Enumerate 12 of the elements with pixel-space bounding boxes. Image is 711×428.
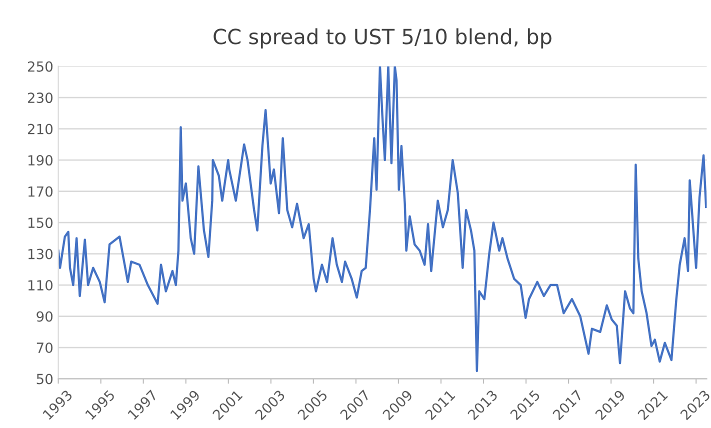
y-tick-label: 190 — [28, 155, 53, 166]
y-tick-label: 210 — [28, 124, 53, 134]
chart-title: CC spread to UST 5/10 blend, bp — [214, 28, 552, 48]
y-tick-label: 170 — [28, 186, 53, 197]
y-tick-label: 150 — [28, 218, 53, 228]
y-tick-label: 90 — [36, 311, 53, 322]
y-tick-label: 230 — [28, 92, 53, 104]
y-tick-label: 250 — [28, 61, 53, 72]
y-tick-label: 50 — [36, 374, 53, 384]
y-tick-label: 130 — [28, 248, 53, 260]
y-tick-label: 70 — [36, 342, 53, 354]
y-tick-label: 110 — [28, 280, 53, 291]
